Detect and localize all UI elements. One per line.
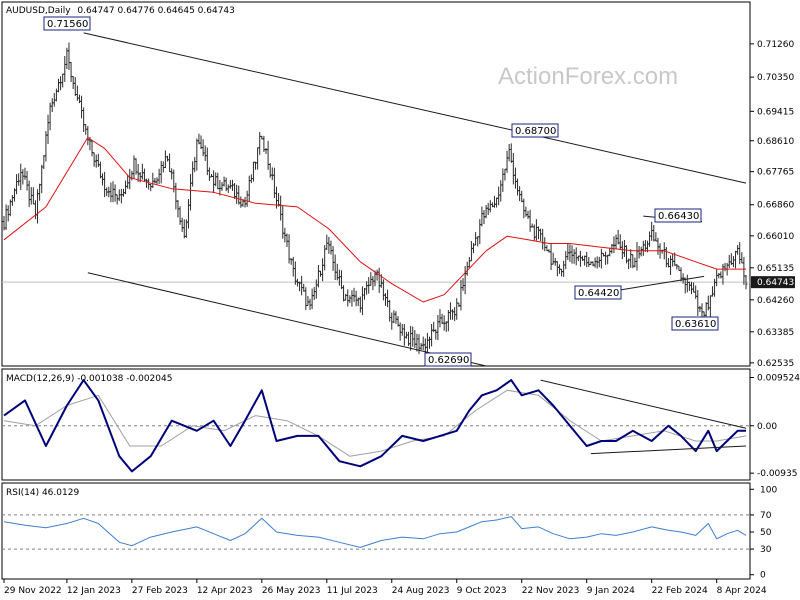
price-axis-tick-label: 0.62535	[757, 359, 794, 369]
moving-average-line	[3, 137, 746, 303]
price-level-callout-box	[574, 285, 622, 300]
price-axis-tick-label: 0.70350	[757, 73, 794, 83]
price-layer	[2, 32, 748, 367]
price-level-callout: 0.68700	[511, 123, 559, 138]
price-level-callout: 0.62690	[424, 352, 472, 367]
axis-layer: 0.71260 0.70350 0.69415 0.68610 0.67765 0.668…	[3, 40, 800, 596]
price-level-callout: 0.64420	[574, 285, 622, 300]
price-trendline	[83, 32, 747, 184]
annotation-layer: 0.71560 0.68700 0.66430 0.64420 0.63610 0.626…	[43, 16, 719, 367]
rsi-axis-tick-label: 70	[760, 511, 772, 521]
time-axis-tick-label: 12 Apr 2023	[197, 586, 253, 596]
price-axis-tick-label: 0.63385	[757, 328, 794, 338]
price-axis-tick-label: 0.68610	[757, 137, 794, 147]
time-axis-tick-label: 11 Jul 2023	[327, 586, 378, 596]
price-level-callout: 0.66430	[654, 208, 702, 223]
macd-signal-line	[3, 389, 747, 457]
macd-axis-tick-label: -0.00935	[757, 469, 797, 479]
rsi-axis-tick-label: 30	[760, 545, 772, 555]
rsi-layer	[3, 516, 747, 548]
rsi-axis-tick-label: 100	[760, 485, 777, 495]
rsi-label: RSI(14) 46.0129	[6, 488, 79, 498]
watermark-text: ActionForex.com	[498, 63, 678, 90]
time-axis-tick-label: 29 Nov 2022	[4, 586, 62, 596]
macd-trendline	[590, 445, 747, 455]
price-panel-frame	[1, 1, 751, 367]
time-axis-tick-label: 9 Jan 2024	[587, 586, 635, 596]
last-price-box	[751, 276, 795, 289]
price-bar	[744, 274, 748, 290]
time-axis-tick-label: 12 Jan 2023	[67, 586, 121, 596]
rsi-axis-tick-label: 50	[760, 528, 772, 538]
price-level-callout: 0.71560	[43, 16, 91, 31]
last-price-label: 0.64743	[757, 278, 794, 288]
macd-layer	[3, 379, 747, 473]
time-axis-tick-label: 8 Apr 2024	[717, 586, 767, 596]
price-level-callout-box	[654, 208, 702, 223]
time-axis-tick-label: 22 Nov 2023	[522, 586, 580, 596]
macd-line	[3, 379, 746, 473]
price-level-callout-box	[671, 316, 719, 331]
rsi-panel-frame	[1, 482, 751, 580]
rsi-axis-tick-label: 0	[760, 571, 766, 581]
price-axis-tick-label: 0.66010	[757, 232, 794, 242]
time-axis-tick-label: 9 Oct 2023	[457, 586, 507, 596]
price-axis-tick-label: 0.67765	[757, 168, 794, 178]
time-axis-tick-label: 27 Feb 2023	[132, 586, 188, 596]
chart-header: AUDUSD,Daily 0.64747 0.64776 0.64645 0.6…	[6, 6, 235, 16]
price-level-callout-label: 0.62690	[428, 355, 469, 366]
time-axis-tick-label: 24 Aug 2023	[392, 586, 450, 596]
price-axis-tick-label: 0.66860	[757, 201, 794, 211]
price-axis-tick-label: 0.71260	[757, 40, 794, 50]
price-level-callout-label: 0.64420	[578, 288, 619, 299]
time-axis-tick-label: 26 May 2023	[262, 586, 321, 596]
price-axis-tick-label: 0.65135	[757, 264, 794, 274]
symbol-label: AUDUSD,Daily	[6, 6, 71, 16]
price-axis-tick-label: 0.69415	[757, 107, 794, 117]
price-level-callout-box	[424, 352, 472, 367]
price-level-callout-label: 0.66430	[658, 211, 699, 222]
macd-label: MACD(12,26,9) -0.001038 -0.002045	[6, 374, 172, 384]
price-level-callout-label: 0.71560	[47, 19, 88, 30]
price-level-callout-box	[43, 16, 91, 31]
ohlc-label: 0.64747 0.64776 0.64645 0.64743	[77, 6, 234, 16]
time-axis-tick-label: 22 Feb 2024	[652, 586, 708, 596]
price-level-callout: 0.63610	[671, 316, 719, 331]
price-trendline	[87, 272, 487, 367]
macd-axis-tick-label: 0.00	[757, 422, 777, 432]
price-level-callout-label: 0.68700	[515, 126, 556, 137]
price-level-callout-box	[511, 123, 559, 138]
macd-panel-frame	[1, 368, 751, 481]
price-level-callout-label: 0.63610	[675, 319, 716, 330]
rsi-line	[3, 516, 747, 548]
price-axis-tick-label: 0.64260	[757, 296, 794, 306]
macd-axis-tick-label: 0.009524	[757, 373, 800, 383]
macd-trendline	[540, 379, 747, 429]
